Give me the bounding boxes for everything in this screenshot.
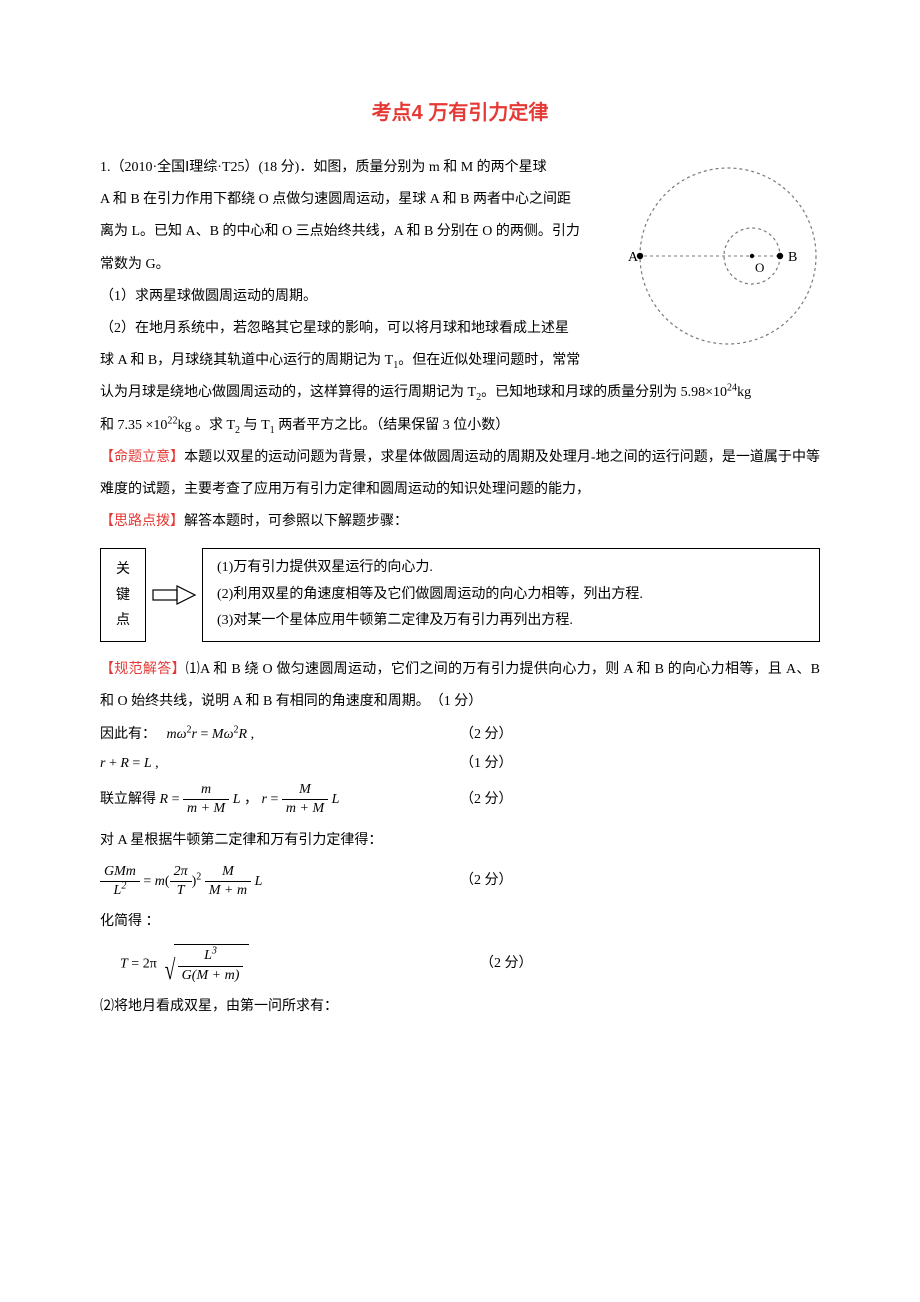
key-r1: (1)万有引力提供双星运行的向心力. (217, 555, 805, 582)
p9a: 和 7.35 ×10 (100, 418, 167, 433)
eq-row-5: T = 2π √ L3G(M + m) （2 分） (100, 944, 820, 984)
score-2c: （2 分） (460, 870, 513, 892)
p8c: kg (737, 385, 751, 400)
page-root: 考点4 万有引力定律 A O B 1.（2010·全国Ⅰ理综·T25）(18 分… (0, 0, 920, 1083)
p9b: kg 。求 T (177, 418, 235, 433)
key-left-1: 关 (116, 557, 130, 582)
eq-2: r + R = L , (100, 753, 420, 775)
diagram-label-a: A (628, 250, 639, 265)
score-1a: （1 分） (437, 694, 483, 709)
label-mingti: 【命题立意】 (100, 450, 184, 465)
analysis-3: 【规范解答】⑴A 和 B 绕 O 做匀速圆周运动，它们之间的万有引力提供向心力，… (100, 654, 820, 718)
key-left-2: 键 (116, 583, 130, 608)
eq-3: 联立解得 R = mm + M L ， r = Mm + M L (100, 781, 420, 818)
p9d: 两者平方之比。（结果保留 3 位小数） (275, 418, 510, 433)
score-2a: （2 分） (460, 724, 513, 746)
label-guifan: 【规范解答】 (100, 662, 186, 677)
label-silu: 【思路点拨】 (100, 514, 184, 529)
main-title: 考点4 万有引力定律 (100, 90, 820, 136)
key-points-box: 关 键 点 (1)万有引力提供双星运行的向心力. (2)利用双星的角速度相等及它… (100, 548, 820, 642)
sqrt-icon: √ (165, 944, 176, 984)
analysis-2: 【思路点拨】解答本题时，可参照以下解题步骤： (100, 506, 820, 538)
para-8: 认为月球是绕地心做圆周运动的，这样算得的运行周期记为 T2。已知地球和月球的质量… (100, 377, 820, 409)
lianli: 联立解得 (100, 792, 156, 807)
line-huajian: 化简得 ： (100, 906, 820, 938)
score-2b: （2 分） (460, 789, 513, 811)
line-final: ⑵将地月看成双星，由第一问所求有： (100, 991, 820, 1023)
eq-row-3: 联立解得 R = mm + M L ， r = Mm + M L （2 分） (100, 781, 820, 818)
key-left-3: 点 (116, 608, 130, 633)
key-right: (1)万有引力提供双星运行的向心力. (2)利用双星的角速度相等及它们做圆周运动… (202, 548, 820, 642)
line-duiA: 对 A 星根据牛顿第二定律和万有引力定律得： (100, 825, 820, 857)
key-r2: (2)利用双星的角速度相等及它们做圆周运动的向心力相等，列出方程. (217, 582, 805, 609)
eq-row-4: GMmL2 = m(2πT)2 MM + m L （2 分） (100, 863, 820, 900)
text-silu: 解答本题时，可参照以下解题步骤： (184, 514, 408, 529)
score-1b: （1 分） (460, 753, 513, 775)
p8a: 认为月球是绕地心做圆周运动的，这样算得的运行周期记为 T (100, 385, 476, 400)
p7b: 。但在近似处理问题时，常常 (398, 353, 580, 368)
diagram-label-o: O (755, 260, 764, 275)
arrow-icon (146, 548, 202, 642)
analysis-1: 【命题立意】本题以双星的运动问题为背景，求星体做圆周运动的周期及处理月-地之间的… (100, 442, 820, 506)
key-r3: (3)对某一个星体应用牛顿第二定律及万有引力再列出方程. (217, 608, 805, 635)
eq-1: 因此有： mω2r = Mω2R , (100, 724, 420, 746)
orbit-diagram: A O B (610, 156, 820, 356)
para-9: 和 7.35 ×1022kg 。求 T2 与 T1 两者平方之比。（结果保留 3… (100, 410, 820, 442)
p9c: 与 T (240, 418, 270, 433)
diagram-label-b: B (788, 250, 797, 265)
key-left: 关 键 点 (100, 548, 146, 642)
text-mingti: 本题以双星的运动问题为背景，求星体做圆周运动的周期及处理月-地之间的运行问题，是… (100, 450, 820, 497)
eq-row-2: r + R = L , （1 分） (100, 753, 820, 775)
p8b: 。已知地球和月球的质量分别为 5.98×10 (481, 385, 727, 400)
score-2d: （2 分） (480, 953, 533, 975)
eq-row-1: 因此有： mω2r = Mω2R , （2 分） (100, 724, 820, 746)
yinci: 因此有： (100, 727, 149, 742)
eq-5: T = 2π √ L3G(M + m) (100, 944, 440, 984)
eq-4: GMmL2 = m(2πT)2 MM + m L (100, 863, 420, 900)
p7a: 球 A 和 B，月球绕其轨道中心运行的周期记为 T (100, 353, 393, 368)
